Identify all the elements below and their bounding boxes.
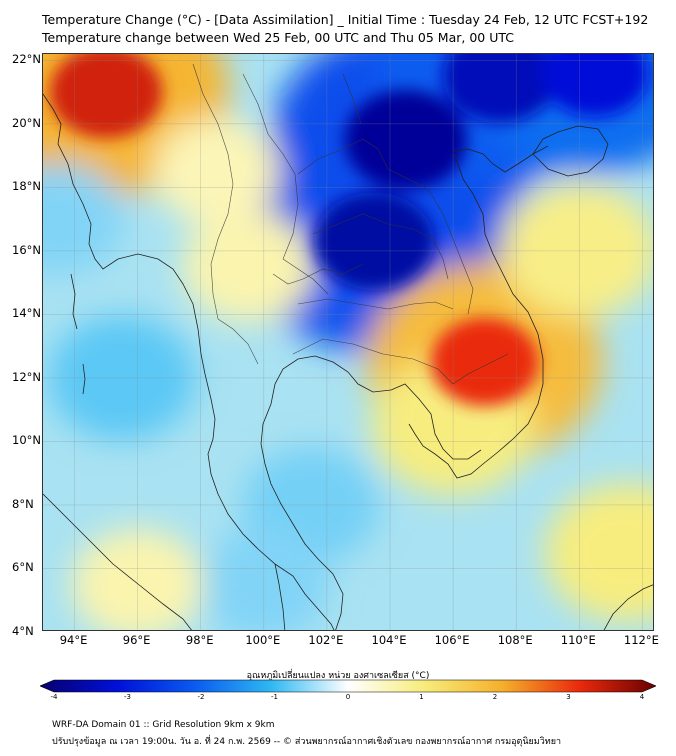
lat-label: 20°N [12,115,41,130]
lon-label: 104°E [371,633,407,647]
anomaly-core [430,318,539,407]
lat-label: 12°N [12,369,41,384]
lat-label: 4°N [12,624,34,638]
lon-label: 102°E [308,633,344,647]
colorbar-tick: 4 [639,693,645,701]
anomaly-region [43,163,125,276]
anomaly-region [182,210,315,323]
colorbar-tick: -1 [271,693,278,701]
graticule [43,54,653,630]
colorbar-tick: 0 [345,693,351,701]
anomaly-region [545,483,653,622]
colorbar-tick: -4 [50,693,58,701]
lon-label: 94°E [59,633,88,647]
colorbar-tick: -3 [124,693,131,701]
lat-label: 18°N [12,179,41,194]
lat-label: 8°N [12,496,34,511]
lon-label: 96°E [122,633,151,647]
lon-label: 108°E [497,633,533,647]
footer-model-info: WRF-DA Domain 01 :: Grid Resolution 9km … [52,720,275,730]
map-subtitle: Temperature change between Wed 25 Feb, 0… [42,30,514,45]
lon-label: 100°E [245,633,281,647]
anomaly-core-layer [49,54,650,407]
lon-label: 112°E [623,633,659,647]
colorbar-tick: 1 [419,693,424,701]
anomaly-core [344,89,467,190]
lat-label: 10°N [12,433,41,448]
temperature-change-map [42,53,654,631]
anomaly-core [541,54,650,118]
anomaly-core [314,192,435,291]
anomaly-core [49,54,163,139]
lon-label: 110°E [560,633,596,647]
country-borders [192,63,509,385]
lat-label: 14°N [12,306,41,321]
lon-label: 106°E [434,633,470,647]
map-canvas [43,54,653,630]
map-title: Temperature Change (°C) - [Data Assimila… [42,12,649,27]
lat-label: 16°N [12,242,41,257]
colorbar-tick: -2 [197,693,205,701]
colorbar-bar [40,679,656,693]
colorbar [40,679,656,693]
lat-label: 22°N [12,52,41,67]
footer-credit: ปรับปรุงข้อมูล ณ เวลา 19:00น. วัน อ. ที่… [52,737,562,747]
anomaly-core [442,54,559,124]
colorbar-tick: 3 [566,693,571,701]
colorbar-tick: 2 [492,693,498,701]
lat-label: 6°N [12,560,34,575]
coastlines [43,93,653,630]
anomaly-region [153,117,280,226]
lon-label: 98°E [185,633,214,647]
colorbar-label: อุณหภูมิเปลี่ยนแปลง หน่วย องศาเซลเซียส (… [246,671,430,681]
